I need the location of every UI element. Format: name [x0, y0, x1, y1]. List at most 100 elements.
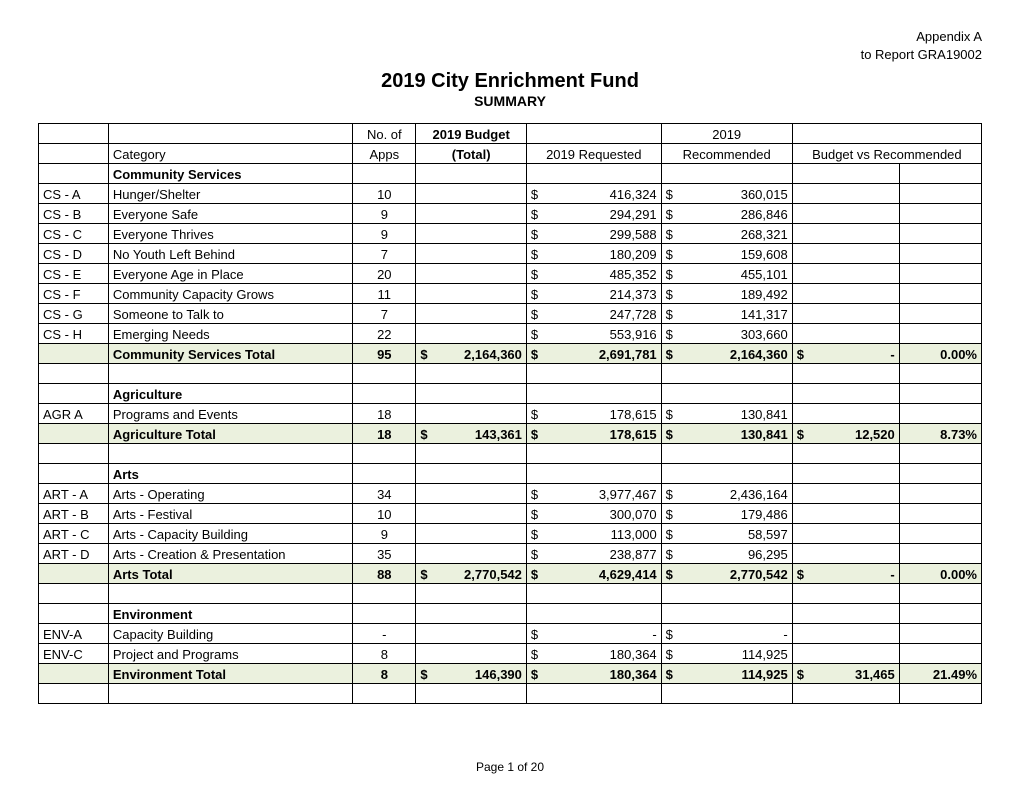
total-variance: $31,465	[792, 664, 899, 684]
spacer-row	[39, 364, 982, 384]
row-requested: $3,977,467	[526, 484, 661, 504]
row-variance	[792, 324, 899, 344]
section-total: Environment Total8$146,390$180,364$114,9…	[39, 664, 982, 684]
col-budget-line1: 2019 Budget	[416, 124, 526, 144]
table-row: ART - BArts - Festival10$300,070$179,486	[39, 504, 982, 524]
row-code: CS - D	[39, 244, 109, 264]
row-apps: 10	[353, 504, 416, 524]
row-budget	[416, 284, 526, 304]
col-recommended-line1: 2019	[661, 124, 792, 144]
row-recommended: $130,841	[661, 404, 792, 424]
total-label: Agriculture Total	[108, 424, 352, 444]
row-category: Programs and Events	[108, 404, 352, 424]
section-total: Community Services Total95$2,164,360$2,6…	[39, 344, 982, 364]
row-requested: $178,615	[526, 404, 661, 424]
row-variance	[792, 244, 899, 264]
row-pct	[899, 224, 981, 244]
row-apps: 34	[353, 484, 416, 504]
total-requested: $180,364	[526, 664, 661, 684]
row-budget	[416, 484, 526, 504]
section-total: Agriculture Total18$143,361$178,615$130,…	[39, 424, 982, 444]
col-apps-line1: No. of	[353, 124, 416, 144]
row-apps: 22	[353, 324, 416, 344]
row-budget	[416, 324, 526, 344]
row-pct	[899, 264, 981, 284]
row-requested: $300,070	[526, 504, 661, 524]
total-recommended: $2,770,542	[661, 564, 792, 584]
total-variance: $-	[792, 344, 899, 364]
total-requested: $4,629,414	[526, 564, 661, 584]
row-variance	[792, 624, 899, 644]
row-apps: 9	[353, 204, 416, 224]
row-budget	[416, 264, 526, 284]
row-variance	[792, 264, 899, 284]
row-category: No Youth Left Behind	[108, 244, 352, 264]
table-row: CS - BEveryone Safe9$294,291$286,846	[39, 204, 982, 224]
table-row: CS - FCommunity Capacity Grows11 $214,373…	[39, 284, 982, 304]
row-code: ART - C	[39, 524, 109, 544]
header-row-1: No. of 2019 Budget 2019	[39, 124, 982, 144]
row-apps: 20	[353, 264, 416, 284]
table-row: CS - EEveryone Age in Place20$485,352$45…	[39, 264, 982, 284]
row-apps: 8	[353, 644, 416, 664]
row-variance	[792, 304, 899, 324]
row-pct	[899, 544, 981, 564]
total-recommended: $130,841	[661, 424, 792, 444]
row-apps: -	[353, 624, 416, 644]
total-recommended: $114,925	[661, 664, 792, 684]
row-variance	[792, 184, 899, 204]
row-category: Someone to Talk to	[108, 304, 352, 324]
total-recommended: $2,164,360	[661, 344, 792, 364]
row-budget	[416, 244, 526, 264]
row-variance	[792, 404, 899, 424]
row-pct	[899, 504, 981, 524]
row-code: ART - B	[39, 504, 109, 524]
section-title: Community Services	[108, 164, 352, 184]
row-variance	[792, 544, 899, 564]
row-recommended: $286,846	[661, 204, 792, 224]
row-apps: 9	[353, 524, 416, 544]
report-label: to Report GRA19002	[38, 46, 982, 64]
row-code: CS - F	[39, 284, 109, 304]
row-code: CS - B	[39, 204, 109, 224]
row-requested: $214,373	[526, 284, 661, 304]
total-pct: 21.49%	[899, 664, 981, 684]
total-budget: $2,164,360	[416, 344, 526, 364]
table-row: ART - CArts - Capacity Building9$113,000…	[39, 524, 982, 544]
row-recommended: $159,608	[661, 244, 792, 264]
row-recommended: $141,317	[661, 304, 792, 324]
table-row: CS - HEmerging Needs22$553,916$303,660	[39, 324, 982, 344]
row-pct	[899, 184, 981, 204]
section-header: Environment	[39, 604, 982, 624]
row-recommended: $58,597	[661, 524, 792, 544]
row-category: Arts - Festival	[108, 504, 352, 524]
row-requested: $247,728	[526, 304, 661, 324]
row-recommended: $360,015	[661, 184, 792, 204]
total-pct: 0.00%	[899, 564, 981, 584]
row-apps: 9	[353, 224, 416, 244]
header-meta: Appendix A to Report GRA19002	[38, 28, 982, 64]
row-budget	[416, 204, 526, 224]
row-apps: 10	[353, 184, 416, 204]
row-requested: $294,291	[526, 204, 661, 224]
total-apps: 8	[353, 664, 416, 684]
row-apps: 11	[353, 284, 416, 304]
row-category: Project and Programs	[108, 644, 352, 664]
col-apps-line2: Apps	[353, 144, 416, 164]
row-pct	[899, 624, 981, 644]
row-category: Everyone Thrives	[108, 224, 352, 244]
row-requested: $113,000	[526, 524, 661, 544]
row-recommended: $114,925	[661, 644, 792, 664]
row-code: ENV-A	[39, 624, 109, 644]
row-recommended: $303,660	[661, 324, 792, 344]
row-pct	[899, 304, 981, 324]
row-variance	[792, 504, 899, 524]
total-variance: $12,520	[792, 424, 899, 444]
row-code: ENV-C	[39, 644, 109, 664]
total-variance: $-	[792, 564, 899, 584]
row-category: Community Capacity Grows	[108, 284, 352, 304]
col-category: Category	[108, 144, 352, 164]
appendix-label: Appendix A	[38, 28, 982, 46]
total-apps: 95	[353, 344, 416, 364]
row-category: Capacity Building	[108, 624, 352, 644]
